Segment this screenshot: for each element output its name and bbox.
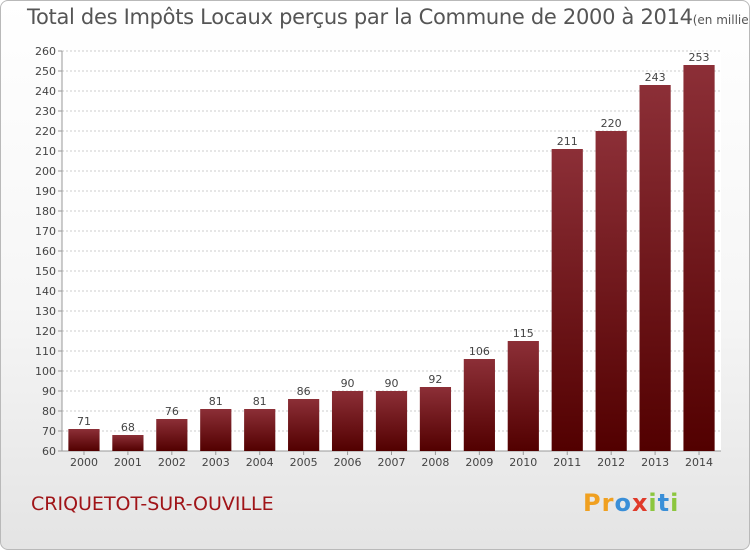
bar-2005 (288, 399, 320, 451)
x-tick-label-2013: 2013 (641, 456, 669, 469)
bar-2006 (331, 391, 364, 451)
logo-letter: t (657, 489, 671, 517)
logo-letter: r (601, 489, 615, 517)
bar-2010 (507, 341, 539, 451)
data-label-2002: 76 (165, 405, 179, 418)
data-label-2008: 92 (428, 373, 442, 386)
data-label-2003: 81 (209, 395, 223, 408)
x-tick-label-2006: 2006 (334, 456, 362, 469)
y-tick-label: 90 (42, 385, 56, 398)
logo-letter: x (631, 489, 649, 517)
bar-2000 (68, 429, 100, 451)
bar-2003 (200, 409, 232, 451)
y-tick-label: 210 (35, 145, 56, 158)
data-label-2000: 71 (77, 415, 91, 428)
logo-letter: o (614, 489, 632, 517)
bar-2013 (639, 85, 671, 451)
bar-2011 (551, 149, 583, 451)
x-tick-label-2007: 2007 (378, 456, 406, 469)
data-label-2005: 86 (297, 385, 311, 398)
x-tick-label-2011: 2011 (553, 456, 581, 469)
y-tick-label: 110 (35, 345, 56, 358)
proxiti-logo: Proxiti (583, 489, 679, 517)
y-tick-label: 160 (35, 245, 56, 258)
bar-2004 (244, 409, 276, 451)
y-tick-label: 220 (35, 125, 56, 138)
y-tick-label: 130 (35, 305, 56, 318)
x-tick-label-2008: 2008 (421, 456, 449, 469)
y-tick-label: 190 (35, 185, 56, 198)
data-label-2006: 90 (341, 377, 355, 390)
data-label-2001: 68 (121, 421, 135, 434)
data-label-2014: 253 (689, 51, 710, 64)
chart-unit: (en milliers d'€) (692, 13, 749, 27)
bar-2008 (419, 387, 452, 451)
y-tick-label: 230 (35, 105, 56, 118)
bar-2012 (595, 131, 627, 451)
bar-2009 (463, 359, 495, 451)
y-tick-label: 250 (35, 65, 56, 78)
y-tick-label: 60 (42, 445, 56, 458)
x-tick-label-2002: 2002 (158, 456, 186, 469)
x-tick-label-2009: 2009 (465, 456, 493, 469)
x-tick-label-2014: 2014 (685, 456, 713, 469)
commune-name: CRIQUETOT-SUR-OUVILLE (31, 493, 274, 515)
chart-title-text: Total des Impôts Locaux perçus par la Co… (27, 5, 693, 29)
data-label-2012: 220 (601, 117, 622, 130)
y-tick-label: 150 (35, 265, 56, 278)
x-tick-label-2012: 2012 (597, 456, 625, 469)
data-label-2004: 81 (253, 395, 267, 408)
y-tick-label: 200 (35, 165, 56, 178)
x-tick-label-2010: 2010 (509, 456, 537, 469)
y-tick-label: 260 (35, 45, 56, 58)
bar-2007 (375, 391, 408, 451)
data-label-2013: 243 (645, 71, 666, 84)
x-tick-label-2001: 2001 (114, 456, 142, 469)
x-tick-label-2000: 2000 (70, 456, 98, 469)
data-label-2009: 106 (469, 345, 490, 358)
data-label-2011: 211 (557, 135, 578, 148)
bar-2001 (112, 435, 144, 451)
y-tick-label: 240 (35, 85, 56, 98)
y-tick-label: 140 (35, 285, 56, 298)
x-tick-label-2003: 2003 (202, 456, 230, 469)
chart-title: Total des Impôts Locaux perçus par la Co… (27, 5, 749, 29)
y-tick-label: 100 (35, 365, 56, 378)
data-label-2010: 115 (513, 327, 534, 340)
y-tick-label: 180 (35, 205, 56, 218)
bar-2014 (683, 65, 715, 451)
x-tick-label-2005: 2005 (290, 456, 318, 469)
logo-letter: i (670, 489, 680, 517)
bar-2002 (156, 419, 188, 451)
y-tick-label: 70 (42, 425, 56, 438)
y-tick-label: 170 (35, 225, 56, 238)
x-tick-label-2004: 2004 (246, 456, 274, 469)
logo-letter: i (648, 489, 658, 517)
y-tick-label: 120 (35, 325, 56, 338)
logo-letter: P (583, 489, 602, 517)
y-tick-label: 80 (42, 405, 56, 418)
data-label-2007: 90 (385, 377, 399, 390)
